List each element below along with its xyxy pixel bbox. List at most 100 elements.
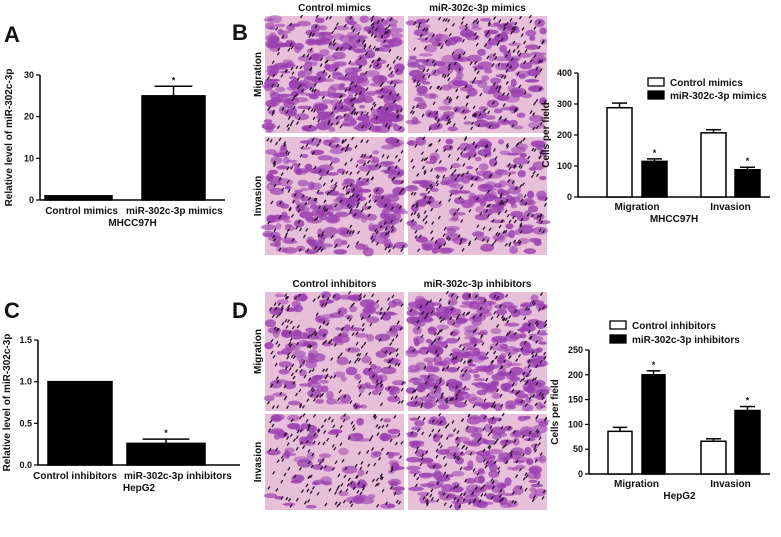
membrane-pore: [411, 165, 416, 170]
membrane-pore: [523, 60, 527, 65]
membrane-pore: [527, 322, 532, 327]
membrane-pore: [491, 480, 495, 485]
membrane-pore: [500, 315, 505, 319]
membrane-pore: [372, 45, 376, 50]
membrane-pore: [324, 339, 328, 344]
membrane-pore: [376, 63, 380, 67]
membrane-pore: [362, 39, 366, 44]
membrane-pore: [281, 35, 285, 39]
membrane-pore: [520, 399, 524, 404]
stained-cell: [295, 427, 305, 432]
membrane-pore: [363, 43, 367, 48]
membrane-pore: [441, 367, 445, 372]
membrane-pore: [454, 177, 458, 181]
membrane-pore: [368, 391, 372, 396]
stained-cell: [501, 301, 514, 307]
stained-cell: [430, 187, 439, 192]
membrane-pore: [287, 352, 291, 357]
stained-cell: [492, 433, 502, 440]
membrane-pore: [358, 385, 362, 390]
membrane-pore: [281, 321, 285, 326]
membrane-pore: [371, 374, 376, 378]
stained-cell: [388, 37, 403, 47]
membrane-pore: [543, 100, 547, 104]
membrane-pore: [422, 27, 426, 32]
stained-cell: [437, 341, 448, 346]
membrane-pore: [375, 230, 379, 235]
stained-cell: [278, 369, 290, 375]
membrane-pore: [326, 437, 330, 442]
membrane-pore: [528, 335, 532, 340]
stained-cell: [372, 113, 388, 119]
stained-cell: [408, 470, 421, 475]
stained-cell: [497, 119, 511, 126]
membrane-pore: [458, 241, 463, 246]
membrane-pore: [309, 86, 313, 91]
membrane-pore: [442, 233, 446, 238]
stained-cell: [525, 349, 542, 354]
membrane-pore: [308, 34, 312, 38]
stained-cell: [506, 330, 515, 339]
membrane-pore: [323, 464, 327, 469]
stained-cell: [539, 27, 547, 35]
stained-cell: [334, 211, 349, 218]
stained-cell: [468, 363, 477, 367]
membrane-pore: [426, 200, 430, 205]
stained-cell: [276, 351, 284, 355]
membrane-pore: [306, 427, 310, 432]
membrane-pore: [276, 51, 280, 56]
membrane-pore: [476, 439, 480, 443]
stained-cell: [535, 418, 550, 424]
membrane-pore: [517, 239, 521, 244]
membrane-pore: [416, 446, 420, 450]
membrane-pore: [384, 203, 388, 208]
stained-cell: [449, 173, 456, 178]
membrane-pore: [527, 155, 531, 160]
stained-cell: [410, 440, 420, 449]
membrane-pore: [461, 373, 465, 378]
stained-cell: [335, 335, 350, 344]
membrane-pore: [535, 173, 540, 178]
stained-cell: [525, 29, 537, 37]
stained-cell: [294, 189, 303, 193]
membrane-pore: [435, 180, 439, 184]
stained-cell: [261, 224, 277, 230]
membrane-pore: [340, 482, 344, 487]
membrane-pore: [488, 124, 492, 129]
stained-cell: [305, 504, 317, 509]
stained-cell: [539, 52, 547, 56]
stained-cell: [390, 486, 399, 491]
membrane-pore: [518, 240, 522, 245]
membrane-pore: [467, 311, 471, 315]
membrane-pore: [507, 426, 511, 430]
stained-cell: [313, 38, 328, 46]
membrane-pore: [505, 439, 509, 443]
stained-cell: [487, 448, 503, 455]
membrane-pore: [529, 19, 533, 24]
membrane-pore: [491, 242, 495, 247]
membrane-pore: [437, 429, 441, 433]
membrane-pore: [310, 108, 314, 112]
membrane-pore: [450, 172, 455, 176]
membrane-pore: [376, 299, 380, 304]
membrane-pore: [380, 316, 384, 320]
stained-cell: [523, 248, 537, 255]
stained-cell: [345, 496, 361, 503]
membrane-pore: [455, 295, 459, 300]
stained-cell: [323, 465, 334, 472]
membrane-pore: [368, 194, 372, 198]
stained-cell: [523, 437, 536, 442]
stained-cell: [500, 483, 507, 489]
membrane-pore: [476, 70, 480, 75]
stained-cell: [478, 402, 492, 409]
bar: [126, 442, 206, 466]
membrane-pore: [308, 377, 312, 381]
stained-cell: [528, 121, 544, 130]
membrane-pore: [275, 327, 279, 332]
membrane-pore: [288, 206, 292, 211]
membrane-pore: [538, 392, 542, 396]
membrane-pore: [499, 116, 503, 120]
membrane-pore: [484, 464, 488, 469]
membrane-pore: [466, 95, 470, 99]
membrane-pore: [357, 357, 361, 362]
